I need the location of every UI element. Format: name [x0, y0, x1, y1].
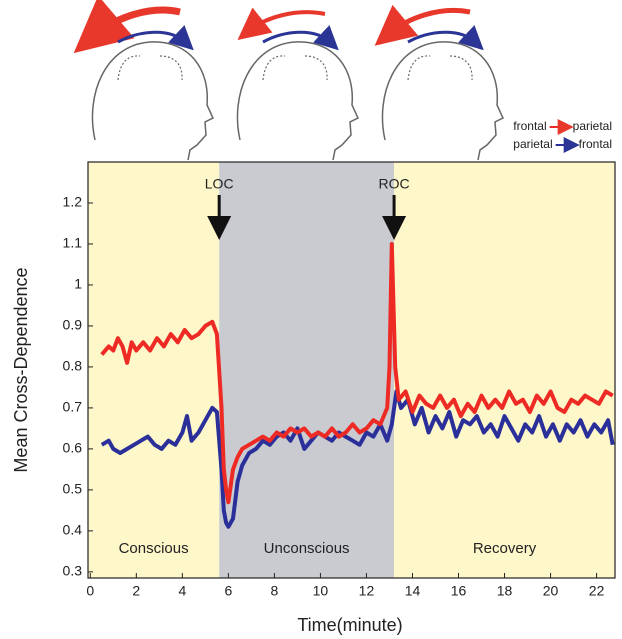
region [88, 162, 220, 578]
x-tick-label: 0 [86, 583, 94, 599]
x-tick-label: 12 [359, 583, 375, 599]
x-tick-label: 8 [271, 583, 279, 599]
y-tick-label: 0.7 [63, 399, 83, 415]
x-tick-label: 2 [132, 583, 140, 599]
legend-target: frontal [579, 137, 612, 151]
y-tick-label: 1 [74, 276, 82, 292]
legend-source: parietal [513, 137, 552, 151]
region-label: Unconscious [264, 540, 350, 557]
region-label: Conscious [119, 540, 189, 557]
x-tick-label: 6 [224, 583, 232, 599]
plot-frame [87, 161, 616, 579]
head [73, 0, 214, 161]
region [219, 162, 395, 578]
head [236, 7, 359, 161]
x-tick-label: 16 [451, 583, 467, 599]
y-tick-label: 1.1 [63, 235, 83, 251]
legend-target: parietal [573, 119, 612, 133]
series-line [100, 389, 615, 529]
y-axis-label: Mean Cross-Dependence [11, 267, 31, 472]
legend-source: frontal [513, 119, 546, 133]
annotation-label: ROC [379, 176, 410, 192]
annotation-label: LOC [205, 176, 234, 192]
x-tick-label: 10 [313, 583, 329, 599]
y-tick-label: 1.2 [63, 194, 83, 210]
y-tick-label: 0.6 [63, 440, 83, 456]
y-tick-label: 0.5 [63, 481, 83, 497]
head [374, 4, 504, 161]
series-line [100, 242, 614, 505]
y-tick-label: 0.8 [63, 358, 83, 374]
x-tick-label: 14 [405, 583, 421, 599]
x-tick-label: 18 [497, 583, 513, 599]
y-tick-label: 0.3 [63, 563, 83, 579]
region [394, 162, 615, 578]
head-illustrations [73, 0, 504, 161]
x-tick-label: 22 [589, 583, 605, 599]
region-label: Recovery [473, 540, 537, 557]
y-tick-label: 0.9 [63, 317, 83, 333]
y-tick-label: 0.4 [63, 522, 83, 538]
x-tick-label: 20 [543, 583, 559, 599]
x-tick-label: 4 [178, 583, 186, 599]
x-axis-label: Time(minute) [297, 615, 402, 635]
